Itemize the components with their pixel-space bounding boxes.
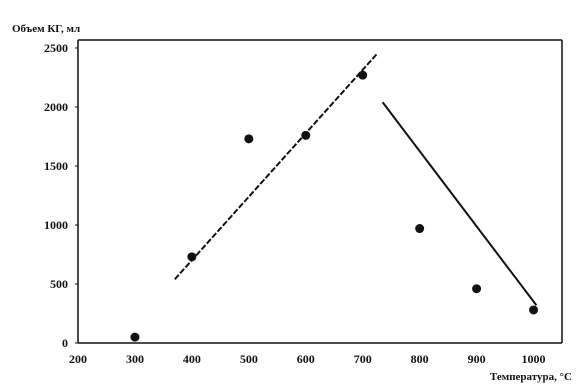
x-tick-label-600: 600 (297, 352, 315, 366)
x-tick-label-300: 300 (126, 352, 144, 366)
data-point-400 (187, 252, 197, 262)
y-tick-label-2000: 2000 (44, 100, 68, 114)
x-tick-label-500: 500 (240, 352, 258, 366)
x-tick-label-400: 400 (183, 352, 201, 366)
axes (77, 39, 563, 344)
data-point-900 (472, 284, 482, 294)
tick-labels: 0 500 1000 1500 2000 2500 200 300 400 500 600 700 80… (44, 41, 546, 366)
x-tick-label-900: 900 (468, 352, 486, 366)
x-tick-label-1000: 1000 (522, 352, 546, 366)
trendlines (174, 53, 538, 306)
data-points (130, 70, 539, 342)
trendline-2 (381, 101, 538, 306)
x-tick-label-200: 200 (69, 352, 87, 366)
data-point-1000 (529, 305, 539, 315)
y-tick-label-2500: 2500 (44, 41, 68, 55)
data-point-700 (358, 70, 368, 80)
data-point-500 (244, 134, 254, 144)
data-point-300 (130, 332, 140, 342)
data-point-800 (415, 224, 425, 234)
x-tick-label-800: 800 (411, 352, 429, 366)
x-tick-label-700: 700 (354, 352, 372, 366)
trendline-1 (174, 53, 378, 280)
y-tick-label-1000: 1000 (44, 218, 68, 232)
y-tick-label-1500: 1500 (44, 159, 68, 173)
y-axis-title: Объем КГ, мл (12, 23, 80, 35)
data-point-600 (301, 130, 311, 140)
y-tick-label-500: 500 (50, 277, 68, 291)
y-tick-label-0: 0 (62, 336, 68, 350)
x-axis-title: Температура, °C (490, 371, 572, 383)
